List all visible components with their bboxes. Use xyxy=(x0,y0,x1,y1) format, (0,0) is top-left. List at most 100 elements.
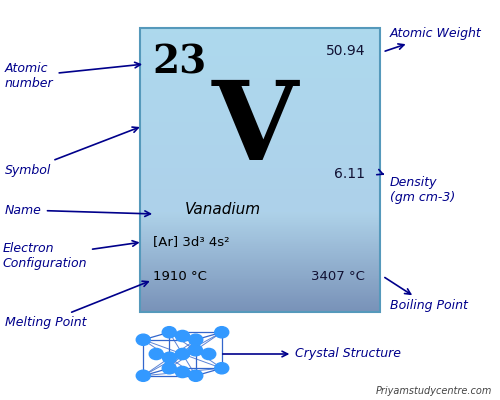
Bar xyxy=(140,262,380,263)
Circle shape xyxy=(136,334,150,345)
Bar xyxy=(140,307,380,308)
Bar xyxy=(140,160,380,162)
Bar xyxy=(140,238,380,239)
Bar xyxy=(140,80,380,81)
Bar xyxy=(140,201,380,202)
Bar xyxy=(140,305,380,306)
Bar xyxy=(140,232,380,234)
Bar xyxy=(140,170,380,171)
Bar xyxy=(140,142,380,144)
Bar xyxy=(140,271,380,272)
Bar xyxy=(140,93,380,94)
Bar xyxy=(140,30,380,31)
Bar xyxy=(140,289,380,290)
Bar xyxy=(140,234,380,235)
Bar xyxy=(140,52,380,54)
Bar xyxy=(140,75,380,76)
Circle shape xyxy=(162,327,176,338)
Text: Boiling Point: Boiling Point xyxy=(385,278,468,312)
Bar xyxy=(140,229,380,230)
Bar xyxy=(140,169,380,170)
Bar xyxy=(140,129,380,130)
Bar xyxy=(140,179,380,180)
Bar xyxy=(140,294,380,296)
Bar xyxy=(140,190,380,192)
Bar xyxy=(140,230,380,232)
Bar xyxy=(140,68,380,70)
Bar xyxy=(140,36,380,38)
Bar xyxy=(140,197,380,198)
Bar xyxy=(140,43,380,44)
Bar xyxy=(140,208,380,210)
Bar xyxy=(140,154,380,155)
Bar xyxy=(140,177,380,178)
Bar xyxy=(140,260,380,262)
Bar xyxy=(140,260,380,261)
Bar xyxy=(140,82,380,84)
Bar xyxy=(140,141,380,142)
Bar xyxy=(140,134,380,136)
Bar xyxy=(140,95,380,96)
Bar xyxy=(140,64,380,65)
Text: 3407 °C: 3407 °C xyxy=(311,270,365,282)
Bar xyxy=(140,253,380,254)
Bar xyxy=(140,133,380,134)
Bar xyxy=(140,120,380,122)
Bar xyxy=(140,176,380,178)
Circle shape xyxy=(214,327,228,338)
Bar xyxy=(140,263,380,265)
Bar xyxy=(140,217,380,218)
Bar xyxy=(140,110,380,111)
Bar xyxy=(140,188,380,189)
Bar xyxy=(140,182,380,183)
Bar xyxy=(140,294,380,295)
Circle shape xyxy=(214,363,228,374)
Bar xyxy=(140,187,380,188)
Bar xyxy=(140,193,380,195)
Bar xyxy=(140,164,380,165)
Bar xyxy=(140,280,380,282)
Bar xyxy=(140,51,380,53)
Bar xyxy=(140,30,380,32)
Bar xyxy=(140,257,380,258)
Bar xyxy=(140,221,380,222)
Bar xyxy=(140,191,380,193)
Bar xyxy=(140,275,380,276)
Bar xyxy=(140,156,380,158)
Circle shape xyxy=(176,330,190,342)
Bar xyxy=(140,244,380,246)
Bar xyxy=(140,220,380,221)
Bar xyxy=(140,71,380,72)
Bar xyxy=(140,272,380,273)
Bar xyxy=(140,49,380,51)
Bar xyxy=(140,299,380,301)
Bar xyxy=(140,212,380,214)
Bar xyxy=(140,226,380,228)
Bar xyxy=(140,301,380,302)
Bar xyxy=(140,302,380,304)
Bar xyxy=(140,304,380,305)
Bar xyxy=(140,202,380,203)
Bar xyxy=(140,188,380,190)
Bar xyxy=(140,280,380,281)
Bar xyxy=(140,73,380,74)
Bar xyxy=(140,242,380,243)
Bar xyxy=(140,161,380,162)
Bar xyxy=(140,112,380,113)
Bar xyxy=(140,224,380,226)
Bar xyxy=(140,223,380,224)
Text: Vanadium: Vanadium xyxy=(185,202,261,218)
Bar xyxy=(140,69,380,70)
Bar xyxy=(140,240,380,241)
Bar xyxy=(140,267,380,268)
Circle shape xyxy=(176,366,190,378)
Bar xyxy=(140,273,380,274)
Bar xyxy=(140,100,380,101)
Bar xyxy=(140,77,380,78)
Bar xyxy=(140,198,380,199)
Bar xyxy=(140,255,380,256)
Bar xyxy=(140,206,380,207)
Bar xyxy=(140,192,380,194)
Circle shape xyxy=(136,370,150,381)
Bar xyxy=(140,60,380,61)
